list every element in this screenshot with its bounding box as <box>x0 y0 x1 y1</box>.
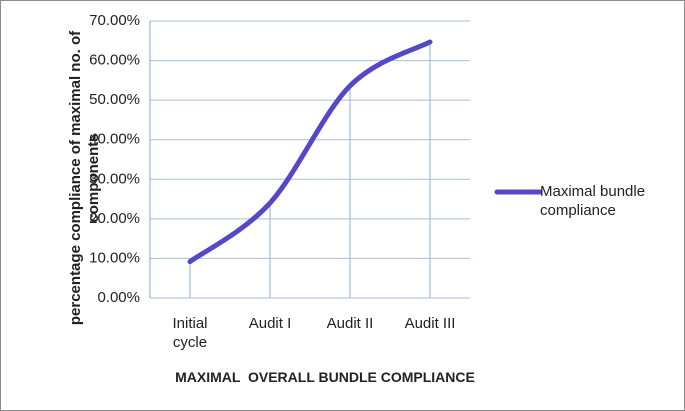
y-tick-label: 60.00% <box>89 52 140 69</box>
x-tick-label: Audit I <box>248 315 292 332</box>
y-tick-label: 10.00% <box>89 249 140 266</box>
y-tick-label: 70.00% <box>89 12 140 29</box>
series-line <box>187 39 433 265</box>
y-tick-label: 30.00% <box>89 170 140 187</box>
y-tick-label: 20.00% <box>89 210 140 227</box>
legend-label: Maximal bundle compliance <box>540 183 646 219</box>
y-axis-title: percentage compliance of maximal no. of … <box>67 30 102 326</box>
y-tick-label: 0.00% <box>97 289 140 306</box>
x-tick-label: Initial cycle <box>172 315 208 351</box>
x-tick-label: Audit III <box>404 315 456 332</box>
y-tick-label: 50.00% <box>89 91 140 108</box>
y-tick-label: 40.00% <box>89 131 140 148</box>
x-axis-title: MAXIMAL OVERALL BUNDLE COMPLIANCE <box>175 369 475 385</box>
x-tick-label: Audit II <box>326 315 374 332</box>
